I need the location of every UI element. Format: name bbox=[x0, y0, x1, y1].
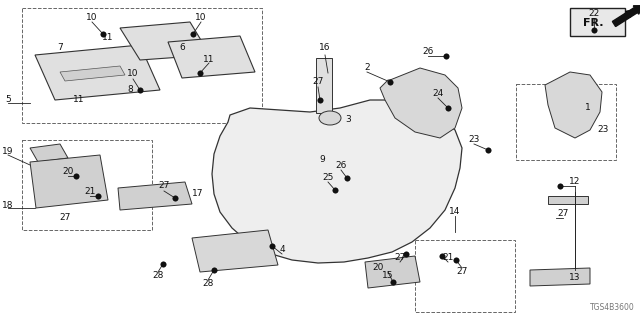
Text: 27: 27 bbox=[312, 77, 324, 86]
Text: 14: 14 bbox=[449, 207, 461, 217]
Polygon shape bbox=[365, 256, 420, 288]
Text: 27: 27 bbox=[60, 213, 70, 222]
Text: 24: 24 bbox=[433, 90, 444, 99]
Text: 10: 10 bbox=[127, 69, 139, 78]
Text: 16: 16 bbox=[319, 44, 331, 52]
Text: 23: 23 bbox=[468, 135, 480, 145]
Text: 22: 22 bbox=[588, 10, 600, 19]
Text: 27: 27 bbox=[456, 268, 468, 276]
Text: 7: 7 bbox=[57, 43, 63, 52]
Text: 11: 11 bbox=[204, 54, 215, 63]
Polygon shape bbox=[35, 45, 160, 100]
Text: 26: 26 bbox=[335, 162, 347, 171]
Polygon shape bbox=[545, 72, 602, 138]
Ellipse shape bbox=[319, 111, 341, 125]
Bar bbox=[415, 240, 515, 312]
Text: 19: 19 bbox=[3, 148, 13, 156]
Text: 26: 26 bbox=[422, 47, 434, 57]
Text: 18: 18 bbox=[3, 201, 13, 210]
Text: TGS4B3600: TGS4B3600 bbox=[589, 303, 634, 313]
Polygon shape bbox=[30, 144, 68, 162]
Text: 12: 12 bbox=[570, 178, 580, 187]
Text: 28: 28 bbox=[152, 271, 164, 281]
Text: 21: 21 bbox=[442, 253, 454, 262]
Text: 27: 27 bbox=[557, 210, 569, 219]
Text: 25: 25 bbox=[323, 173, 333, 182]
Text: FR.: FR. bbox=[583, 18, 604, 28]
Polygon shape bbox=[118, 182, 192, 210]
Text: 28: 28 bbox=[202, 279, 214, 289]
Text: 27: 27 bbox=[394, 253, 406, 262]
Bar bbox=[516, 84, 616, 160]
FancyArrow shape bbox=[612, 6, 640, 27]
Bar bbox=[570, 8, 625, 36]
Text: 20: 20 bbox=[62, 167, 74, 177]
Bar bbox=[316, 58, 332, 113]
Text: 21: 21 bbox=[84, 188, 96, 196]
Text: 17: 17 bbox=[192, 188, 204, 197]
Text: 1: 1 bbox=[585, 103, 591, 113]
Bar bbox=[22, 140, 152, 230]
Text: 15: 15 bbox=[382, 271, 394, 281]
Polygon shape bbox=[192, 230, 278, 272]
Text: 13: 13 bbox=[569, 274, 580, 283]
Text: 10: 10 bbox=[195, 13, 207, 22]
Polygon shape bbox=[120, 22, 210, 60]
Text: 2: 2 bbox=[364, 63, 370, 73]
Bar bbox=[22, 8, 262, 123]
Text: 6: 6 bbox=[179, 43, 185, 52]
Polygon shape bbox=[530, 268, 590, 286]
Text: 5: 5 bbox=[5, 95, 11, 105]
Text: 20: 20 bbox=[372, 263, 384, 273]
Polygon shape bbox=[60, 66, 125, 81]
Text: 10: 10 bbox=[86, 13, 98, 22]
Text: 4: 4 bbox=[279, 245, 285, 254]
Text: 23: 23 bbox=[597, 125, 609, 134]
Polygon shape bbox=[30, 155, 108, 208]
Text: 8: 8 bbox=[127, 85, 133, 94]
Text: 11: 11 bbox=[102, 33, 114, 42]
Text: 27: 27 bbox=[158, 181, 170, 190]
Text: 9: 9 bbox=[319, 156, 325, 164]
Polygon shape bbox=[212, 100, 462, 263]
Bar bbox=[548, 196, 588, 204]
Text: 11: 11 bbox=[73, 95, 84, 105]
Polygon shape bbox=[168, 36, 255, 78]
Text: 3: 3 bbox=[345, 116, 351, 124]
Polygon shape bbox=[380, 68, 462, 138]
